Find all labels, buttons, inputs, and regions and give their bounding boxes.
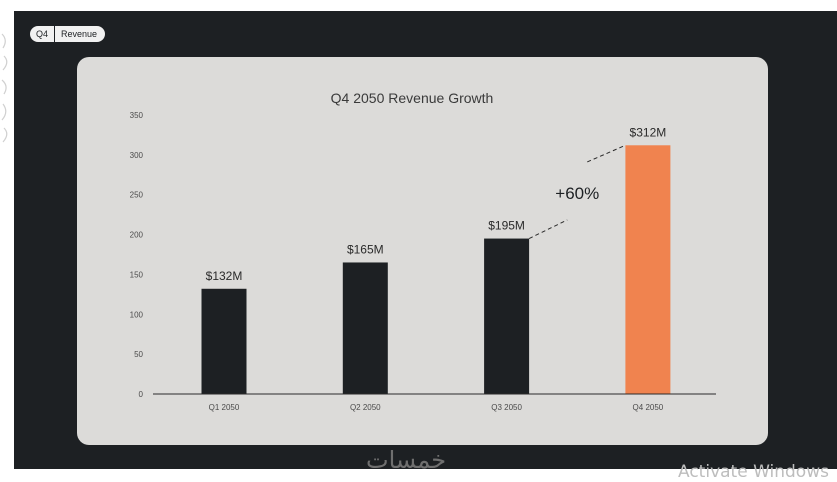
tag-label: Revenue: [61, 29, 98, 39]
chart-title: Q4 2050 Revenue Growth: [331, 90, 494, 106]
bar-value-label: $165M: [347, 242, 384, 256]
bar: [342, 262, 388, 394]
revenue-chart: Q4 2050 Revenue Growth 0 50 100 150 200 250 300…: [130, 90, 716, 412]
tag-separator: [54, 26, 56, 42]
growth-connector-upper: [587, 144, 626, 163]
activate-windows-watermark: Activate Windows: [678, 462, 829, 482]
x-tick-label: Q2 2050: [350, 403, 381, 412]
bar-value-label: $312M: [630, 125, 667, 139]
bar: [625, 145, 671, 394]
bar: [484, 238, 530, 394]
bar: [201, 288, 247, 394]
tag-quarter: Q4: [36, 29, 49, 39]
growth-connector-lower: [528, 219, 568, 240]
y-tick-label: 300: [130, 151, 144, 160]
left-edge-decoration: [0, 30, 14, 150]
y-tick-label: 0: [139, 390, 144, 399]
y-tick-label: 200: [130, 231, 144, 240]
growth-annotation: +60%: [555, 184, 599, 203]
bar-value-label: $195M: [488, 219, 525, 233]
section-tag: Q4 Revenue: [30, 26, 106, 42]
y-tick-label: 350: [130, 111, 144, 120]
y-tick-label: 150: [130, 270, 144, 279]
bar-value-label: $132M: [206, 269, 243, 283]
x-tick-label: Q4 2050: [633, 403, 664, 412]
y-tick-label: 100: [130, 310, 144, 319]
y-tick-label: 50: [134, 350, 143, 359]
watermark-logo: خمسات: [366, 446, 447, 474]
x-tick-label: Q3 2050: [491, 403, 522, 412]
y-tick-label: 250: [130, 191, 144, 200]
chart-card: Q4 2050 Revenue Growth 0 50 100 150 200 250 300…: [77, 57, 768, 445]
x-tick-label: Q1 2050: [209, 403, 240, 412]
